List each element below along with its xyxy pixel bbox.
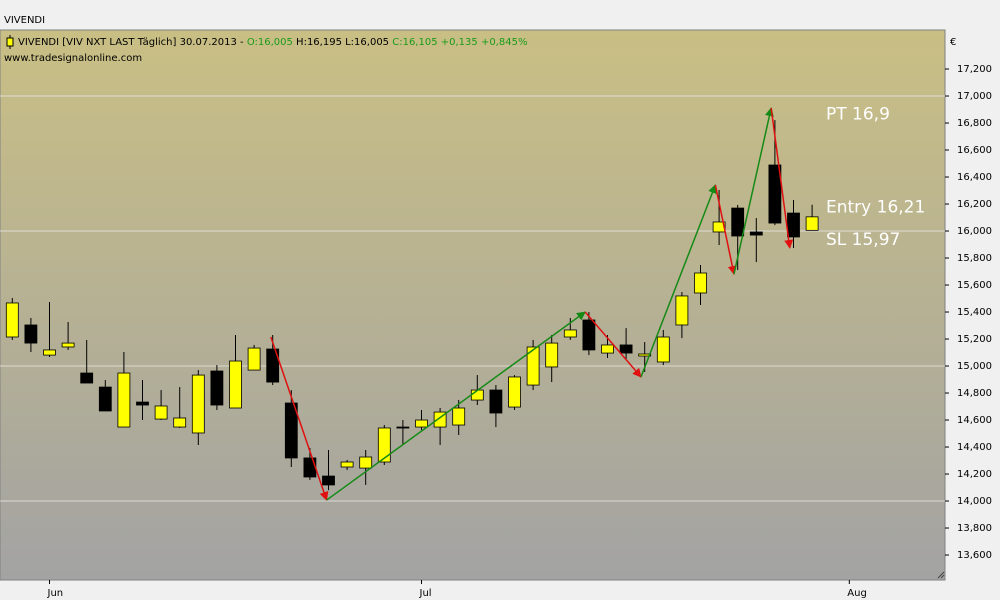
candle-body [656,336,670,363]
candle-body [489,389,503,414]
trend-arrow [270,336,329,501]
y-tick-label: 13,600 [957,550,992,561]
candle-body [24,324,38,344]
candle-body [210,370,224,406]
candle-body [805,216,819,231]
annotation: Entry 16,21 [826,198,925,218]
candle-body [675,295,689,326]
y-tick-label: 15,600 [957,280,992,291]
y-tick-label: 14,200 [957,469,992,480]
y-tick-label: 15,400 [957,307,992,318]
y-tick-label: 14,800 [957,388,992,399]
candle-body [749,231,763,236]
y-tick-label: 16,000 [957,226,992,237]
candle-body [415,419,428,428]
candle-body [154,405,168,420]
x-tick-label: Jun [47,588,64,599]
y-tick-label: 14,600 [957,415,992,426]
candle-body [694,272,707,294]
legend-name: VIVENDI [VIV NXT LAST Täglich] 30.07.201… [18,37,247,48]
resize-grip [937,571,945,579]
plot-area [0,29,946,581]
candle-body [136,401,149,406]
y-tick-label: 16,200 [957,199,992,210]
legend-close: C:16,105 +0,135 +0,845% [392,37,527,48]
y-tick-label: 14,000 [957,496,992,507]
candle-body [61,342,75,348]
chart-title: VIVENDI [4,15,45,26]
candle-body [768,164,782,224]
x-tick-label: Aug [847,588,867,599]
candle-body [340,461,354,468]
candle-body [731,207,745,237]
y-tick-label: 15,200 [957,334,992,345]
y-tick-label: 17,000 [957,91,992,102]
x-tick-label: Jul [419,588,432,599]
y-tick-label: 16,800 [957,118,992,129]
legend-open: O:16,005 [247,37,293,48]
candle-body [5,302,19,338]
y-tick-label: 16,600 [957,145,992,156]
plot: 13,600 13,800 14,000 14,200 14,400 14,600 14,8… [0,64,992,599]
candle-body [619,344,633,354]
candle-body [526,346,540,386]
legend-icon [6,35,14,49]
y-tick-label: 17,200 [957,64,992,75]
candle-body [359,456,373,469]
y-tick-label: 16,400 [957,172,992,183]
candle-body [322,475,335,486]
trend-arrow [640,184,717,378]
candle-body [98,386,112,412]
candle-body [117,372,131,428]
candle-body [266,348,280,383]
y-tick-label: 14,400 [957,442,992,453]
trend-arrow [326,311,586,501]
candle-body [470,389,484,401]
candle-body [508,376,521,408]
currency: € [950,37,956,48]
y-tick-label: 13,800 [957,523,992,534]
trend-arrow [733,107,774,275]
y-tick-label: 15,800 [957,253,992,264]
candle-body [377,427,391,463]
legend-high-low: H:16,195 L:16,005 [293,37,392,48]
candle-body [712,221,726,233]
candle-body [80,372,94,384]
candle-body [229,360,242,409]
candle-body [563,329,577,338]
candle-body [452,407,466,426]
candle-body [545,342,559,368]
legend: VIVENDI [VIV NXT LAST Täglich] 30.07.201… [18,37,527,48]
y-tick-label: 15,000 [957,361,992,372]
candle-body [43,349,56,356]
annotation: SL 15,97 [826,230,900,250]
candle-body [303,457,317,478]
candle-body [582,319,596,351]
candle-body [173,417,187,428]
candle-body [191,374,205,434]
source: www.tradesignalonline.com [4,53,142,64]
trend-arrow [770,107,794,249]
candle-body [638,353,652,357]
candle-body [601,344,614,354]
candle-body [396,426,410,429]
candle-body [787,212,800,238]
candle-body [284,402,298,459]
candle-body [247,347,261,371]
trend-arrow [714,184,737,275]
trend-arrow [584,311,642,378]
annotation: PT 16,9 [826,105,890,125]
